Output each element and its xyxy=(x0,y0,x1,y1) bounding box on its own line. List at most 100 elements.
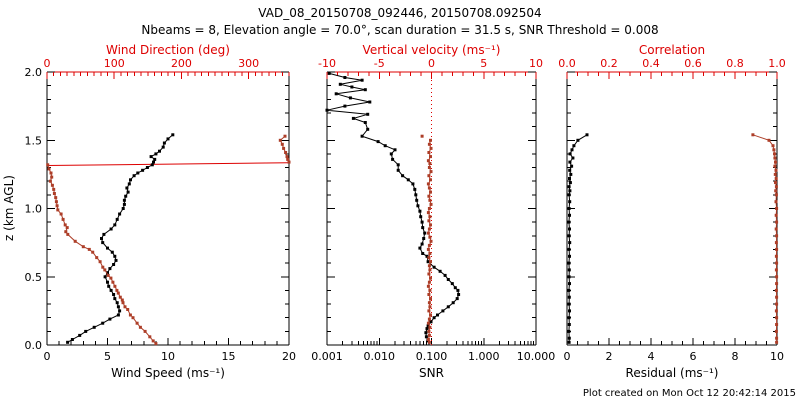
x-tick-label: 15 xyxy=(222,350,236,363)
correlation-marker xyxy=(774,241,778,245)
y-ticks-wind: 0.0 0.5 1.0 1.5 2.0 xyxy=(25,66,289,352)
wind-speed-marker xyxy=(126,190,130,194)
correlation-marker xyxy=(775,323,779,326)
correlation-marker xyxy=(774,185,778,189)
residual-marker xyxy=(567,336,571,340)
x-tick-label: 0 xyxy=(564,350,571,363)
wind-direction-lower-marker xyxy=(121,301,125,305)
wind-direction-lower-marker xyxy=(52,192,56,195)
snr-marker xyxy=(348,96,352,100)
snr-marker xyxy=(421,226,425,230)
vertical-velocity-marker xyxy=(427,329,431,333)
snr-marker xyxy=(366,112,370,116)
snr-marker xyxy=(457,293,461,296)
vertical-velocity-marker xyxy=(426,321,430,325)
residual-marker xyxy=(576,138,580,142)
correlation-marker xyxy=(773,172,777,176)
snr-marker xyxy=(396,163,400,167)
residual-marker xyxy=(568,177,571,180)
snr-marker xyxy=(401,174,405,178)
wind-speed-marker xyxy=(121,207,125,210)
wind-direction-lower-marker xyxy=(54,196,58,200)
vertical-velocity-marker xyxy=(428,325,432,329)
vertical-velocity-marker xyxy=(427,186,431,190)
correlation-marker xyxy=(775,295,779,299)
correlation-marker xyxy=(775,234,779,238)
wind-speed-marker xyxy=(129,178,132,182)
wind-speed-marker xyxy=(102,232,106,236)
wind-direction-lower-marker xyxy=(64,230,68,234)
wind-speed-marker xyxy=(136,171,140,175)
snr-marker xyxy=(368,100,372,104)
y-tick-label: 1.0 xyxy=(25,203,43,216)
snr-marker xyxy=(411,182,415,186)
wind-speed-marker xyxy=(106,271,109,275)
snr-marker xyxy=(343,76,347,79)
wind-speed-marker xyxy=(113,297,117,301)
wind-speed-series xyxy=(66,133,175,344)
wind-direction-lower-marker xyxy=(128,313,132,317)
wind-speed-marker xyxy=(125,186,129,190)
snr-marker xyxy=(363,88,367,92)
residual-marker xyxy=(567,323,571,326)
plot-title: VAD_08_20150708_092446, 20150708.092504 xyxy=(258,6,541,20)
correlation-marker xyxy=(772,148,776,152)
correlation-marker xyxy=(774,309,778,313)
wind-direction-upper-marker xyxy=(285,155,289,159)
snr-marker xyxy=(453,286,457,290)
snr-marker xyxy=(425,327,429,331)
snr-marker xyxy=(351,116,355,120)
correlation-marker xyxy=(774,200,778,204)
top-axis-label-wind: Wind Direction (deg) xyxy=(106,43,230,57)
correlation-marker xyxy=(774,213,778,217)
snr-marker xyxy=(414,193,418,197)
residual-marker xyxy=(569,172,573,176)
vertical-velocity-marker xyxy=(427,207,431,210)
wind-speed-marker xyxy=(124,194,128,198)
direction-wrap-line xyxy=(46,162,290,167)
vertical-velocity-marker xyxy=(427,340,431,344)
x-tick-label: 10 xyxy=(529,57,543,70)
correlation-marker xyxy=(751,133,755,137)
vertical-velocity-marker xyxy=(429,170,433,174)
wind-direction-lower-series xyxy=(46,163,158,346)
correlation-marker xyxy=(773,164,777,168)
wind-speed-marker xyxy=(171,133,175,137)
wind-direction-upper-marker xyxy=(283,134,287,138)
wind-speed-marker xyxy=(100,237,103,240)
wind-speed-marker xyxy=(113,223,117,227)
y-tick-label: 2.0 xyxy=(25,66,43,79)
x-tick-label: 5 xyxy=(104,350,111,363)
snr-marker xyxy=(456,288,460,292)
x-tick-label: 5 xyxy=(480,57,487,70)
vertical-velocity-marker xyxy=(429,155,432,159)
correlation-marker xyxy=(774,177,778,180)
wind-speed-marker xyxy=(152,160,155,164)
residual-marker xyxy=(567,316,571,320)
x-tick-label: 100 xyxy=(104,57,125,70)
snr-marker xyxy=(338,82,342,86)
correlation-marker xyxy=(775,340,779,344)
x-tick-label: 0.8 xyxy=(726,57,744,70)
snr-marker xyxy=(424,335,428,339)
wind-direction-lower-marker xyxy=(56,208,60,212)
x-tick-label: 1.000 xyxy=(468,350,500,363)
x-tick-label: 0.6 xyxy=(684,57,702,70)
residual-marker xyxy=(567,302,571,306)
wind-speed-marker xyxy=(103,275,107,279)
wind-speed-marker xyxy=(70,338,74,341)
wind-speed-marker xyxy=(108,317,112,321)
residual-marker xyxy=(568,189,572,193)
x-tick-label: 300 xyxy=(238,57,259,70)
vertical-velocity-marker xyxy=(426,247,430,251)
wind-direction-lower-marker xyxy=(111,280,115,284)
snr-marker xyxy=(366,127,370,131)
x-tick-label: 0 xyxy=(428,57,435,70)
residual-marker xyxy=(568,227,571,231)
vertical-velocity-marker xyxy=(427,317,431,321)
residual-marker xyxy=(567,329,571,333)
wind-speed-marker xyxy=(162,141,166,145)
snr-marker xyxy=(426,324,430,328)
correlation-marker xyxy=(775,302,779,306)
